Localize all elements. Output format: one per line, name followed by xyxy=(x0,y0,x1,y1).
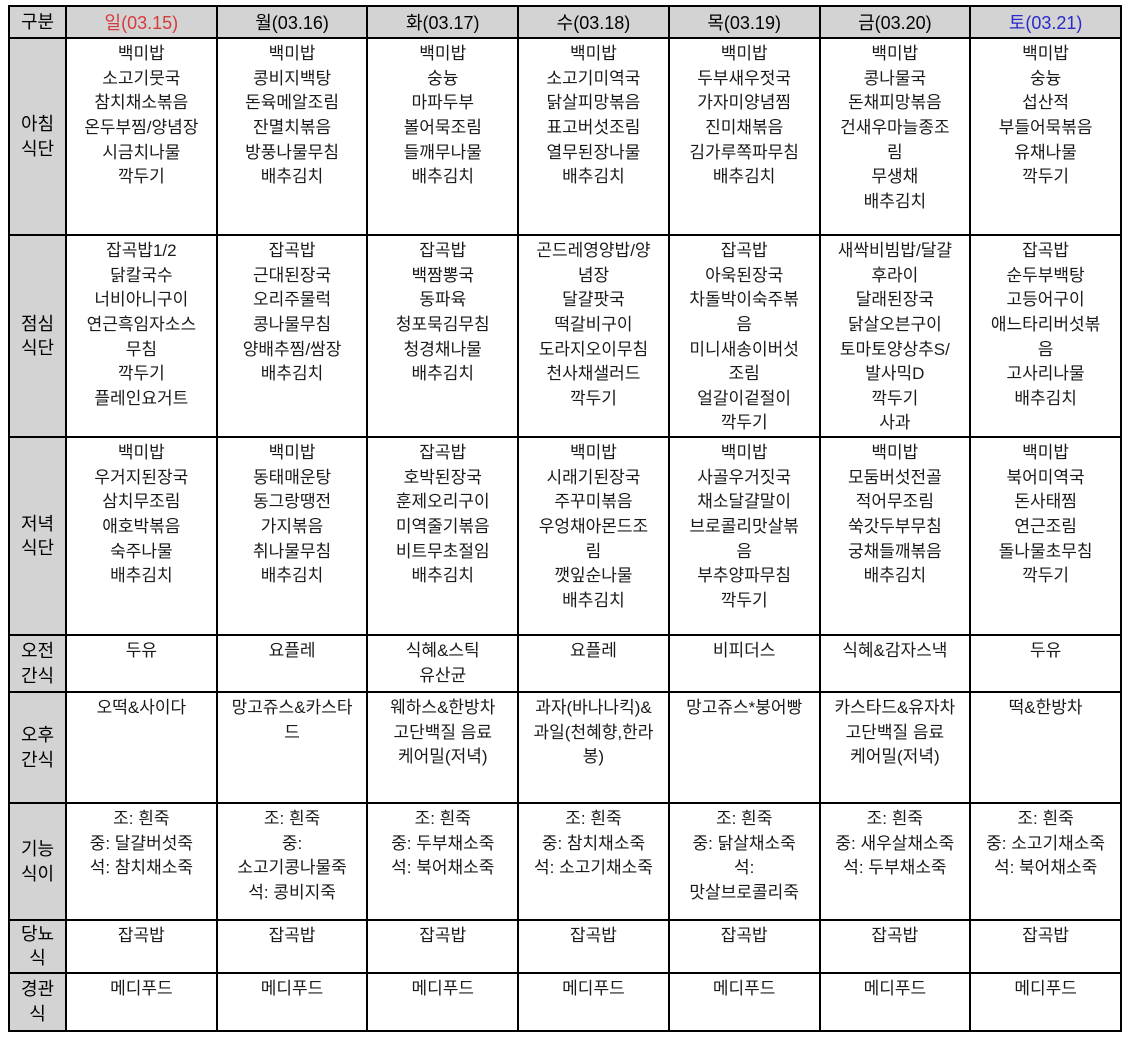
cell-lunch-mon: 잡곡밥 근대된장국 오리주물럭 콩나물무침 양배추찜/쌈장 배추김치 xyxy=(215,233,369,439)
cell-tube-thu: 메디푸드 xyxy=(667,971,821,1032)
row-label-tube-feeding: 경관 식 xyxy=(8,971,67,1032)
lunch-row: 점심 식단 잡곡밥1/2 닭칼국수 너비아니구이 연근흑임자소스 무침 깍두기 … xyxy=(8,233,1122,439)
cell-lunch-tue: 잡곡밥 백짬뽕국 동파육 청포묵김무침 청경채나물 배추김치 xyxy=(366,233,520,439)
cell-lunch-sat: 잡곡밥 순두부백탕 고등어구이 애느타리버섯볶 음 고사리나물 배추김치 xyxy=(969,233,1122,439)
cell-func-wed: 조: 흰죽 중: 참치채소죽 석: 소고기채소죽 xyxy=(517,802,670,922)
cell-breakfast-mon: 백미밥 콩비지백탕 돈육메알조림 잔멸치볶음 방풍나물무침 배추김치 xyxy=(215,37,369,236)
cell-dinner-thu: 백미밥 사골우거짓국 채소달걀말이 브로콜리맛살볶 음 부추양파무침 깍두기 xyxy=(667,436,821,637)
cell-func-sun: 조: 흰죽 중: 달걀버섯죽 석: 참치채소죽 xyxy=(65,802,218,922)
cell-pmsnack-sat: 떡&한방차 xyxy=(969,691,1122,805)
cell-amsnack-thu: 비피더스 xyxy=(667,634,821,694)
row-label-lunch: 점심 식단 xyxy=(8,233,67,439)
cell-lunch-sun: 잡곡밥1/2 닭칼국수 너비아니구이 연근흑임자소스 무침 깍두기 플레인요거트 xyxy=(65,233,218,439)
row-label-breakfast: 아침 식단 xyxy=(8,37,67,236)
weekly-meal-table: 구분 일(03.15) 월(03.16) 화(03.17) 수(03.18) 목… xyxy=(8,5,1122,1032)
cell-dinner-tue: 잡곡밥 호박된장국 훈제오리구이 미역줄기볶음 비트무초절임 배추김치 xyxy=(366,436,520,637)
cell-dinner-sat: 백미밥 북어미역국 돈사태찜 연근조림 돌나물초무침 깍두기 xyxy=(969,436,1122,637)
cell-diab-thu: 잡곡밥 xyxy=(667,919,821,974)
header-sunday: 일(03.15) xyxy=(65,5,218,39)
cell-breakfast-sat: 백미밥 숭늉 섭산적 부들어묵볶음 유채나물 깍두기 xyxy=(969,37,1122,236)
header-thursday: 목(03.19) xyxy=(667,5,821,39)
cell-diab-wed: 잡곡밥 xyxy=(517,919,670,974)
cell-diab-tue: 잡곡밥 xyxy=(366,919,520,974)
cell-func-mon: 조: 흰죽 중: 소고기콩나물죽 석: 콩비지죽 xyxy=(215,802,369,922)
cell-lunch-thu: 잡곡밥 아욱된장국 차돌박이숙주볶 음 미니새송이버섯 조림 얼갈이겉절이 깍두… xyxy=(667,233,821,439)
cell-amsnack-fri: 식혜&감자스낵 xyxy=(818,634,972,694)
cell-pmsnack-mon: 망고쥬스&카스타 드 xyxy=(215,691,369,805)
cell-tube-fri: 메디푸드 xyxy=(818,971,972,1032)
cell-diab-mon: 잡곡밥 xyxy=(215,919,369,974)
functional-diet-row: 기능 식이 조: 흰죽 중: 달걀버섯죽 석: 참치채소죽 조: 흰죽 중: 소… xyxy=(8,802,1122,922)
afternoon-snack-row: 오후 간식 오떡&사이다 망고쥬스&카스타 드 웨하스&한방차 고단백질 음료 … xyxy=(8,691,1122,805)
cell-dinner-wed: 백미밥 시래기된장국 주꾸미볶음 우엉채아몬드조 림 깻잎순나물 배추김치 xyxy=(517,436,670,637)
row-label-afternoon-snack: 오후 간식 xyxy=(8,691,67,805)
cell-pmsnack-wed: 과자(바나나킥)& 과일(천혜향,한라 봉) xyxy=(517,691,670,805)
cell-breakfast-fri: 백미밥 콩나물국 돈채피망볶음 건새우마늘종조 림 무생채 배추김치 xyxy=(818,37,972,236)
cell-amsnack-wed: 요플레 xyxy=(517,634,670,694)
cell-dinner-fri: 백미밥 모둠버섯전골 적어무조림 쑥갓두부무침 궁채들깨볶음 배추김치 xyxy=(818,436,972,637)
row-label-functional-diet: 기능 식이 xyxy=(8,802,67,922)
row-label-morning-snack: 오전 간식 xyxy=(8,634,67,694)
cell-func-thu: 조: 흰죽 중: 닭살채소죽 석: 맛살브로콜리죽 xyxy=(667,802,821,922)
cell-tube-mon: 메디푸드 xyxy=(215,971,369,1032)
header-tuesday: 화(03.17) xyxy=(366,5,520,39)
cell-pmsnack-tue: 웨하스&한방차 고단백질 음료 케어밀(저녁) xyxy=(366,691,520,805)
cell-tube-tue: 메디푸드 xyxy=(366,971,520,1032)
cell-tube-wed: 메디푸드 xyxy=(517,971,670,1032)
tube-feeding-row: 경관 식 메디푸드 메디푸드 메디푸드 메디푸드 메디푸드 메디푸드 메디푸드 xyxy=(8,971,1122,1032)
cell-diab-sun: 잡곡밥 xyxy=(65,919,218,974)
cell-diab-fri: 잡곡밥 xyxy=(818,919,972,974)
header-row: 구분 일(03.15) 월(03.16) 화(03.17) 수(03.18) 목… xyxy=(8,5,1122,39)
cell-tube-sun: 메디푸드 xyxy=(65,971,218,1032)
cell-lunch-wed: 곤드레영양밥/양 념장 달걀팟국 떡갈비구이 도라지오이무침 천사채샐러드 깍두… xyxy=(517,233,670,439)
cell-breakfast-wed: 백미밥 소고기미역국 닭살피망볶음 표고버섯조림 열무된장나물 배추김치 xyxy=(517,37,670,236)
breakfast-row: 아침 식단 백미밥 소고기뭇국 참치채소볶음 온두부찜/양념장 시금치나물 깍두… xyxy=(8,37,1122,236)
cell-breakfast-sun: 백미밥 소고기뭇국 참치채소볶음 온두부찜/양념장 시금치나물 깍두기 xyxy=(65,37,218,236)
cell-dinner-sun: 백미밥 우거지된장국 삼치무조림 애호박볶음 숙주나물 배추김치 xyxy=(65,436,218,637)
cell-func-sat: 조: 흰죽 중: 소고기채소죽 석: 북어채소죽 xyxy=(969,802,1122,922)
cell-amsnack-sun: 두유 xyxy=(65,634,218,694)
cell-func-fri: 조: 흰죽 중: 새우살채소죽 석: 두부채소죽 xyxy=(818,802,972,922)
corner-header: 구분 xyxy=(8,5,67,39)
row-label-diabetic-meal: 당뇨 식 xyxy=(8,919,67,974)
cell-pmsnack-thu: 망고쥬스*붕어빵 xyxy=(667,691,821,805)
header-wednesday: 수(03.18) xyxy=(517,5,670,39)
cell-breakfast-thu: 백미밥 두부새우젓국 가자미양념찜 진미채볶음 김가루쪽파무침 배추김치 xyxy=(667,37,821,236)
diabetic-meal-row: 당뇨 식 잡곡밥 잡곡밥 잡곡밥 잡곡밥 잡곡밥 잡곡밥 잡곡밥 xyxy=(8,919,1122,974)
cell-breakfast-tue: 백미밥 숭늉 마파두부 볼어묵조림 들깨무나물 배추김치 xyxy=(366,37,520,236)
cell-amsnack-mon: 요플레 xyxy=(215,634,369,694)
cell-diab-sat: 잡곡밥 xyxy=(969,919,1122,974)
morning-snack-row: 오전 간식 두유 요플레 식혜&스틱 유산균 요플레 비피더스 식혜&감자스낵 … xyxy=(8,634,1122,694)
dinner-row: 저녁 식단 백미밥 우거지된장국 삼치무조림 애호박볶음 숙주나물 배추김치 백… xyxy=(8,436,1122,637)
cell-tube-sat: 메디푸드 xyxy=(969,971,1122,1032)
cell-dinner-mon: 백미밥 동태매운탕 동그랑땡전 가지볶음 취나물무침 배추김치 xyxy=(215,436,369,637)
cell-amsnack-tue: 식혜&스틱 유산균 xyxy=(366,634,520,694)
header-saturday: 토(03.21) xyxy=(969,5,1122,39)
row-label-dinner: 저녁 식단 xyxy=(8,436,67,637)
cell-lunch-fri: 새싹비빔밥/달걀 후라이 달래된장국 닭살오븐구이 토마토양상추S/ 발사믹D … xyxy=(818,233,972,439)
header-monday: 월(03.16) xyxy=(215,5,369,39)
cell-func-tue: 조: 흰죽 중: 두부채소죽 석: 북어채소죽 xyxy=(366,802,520,922)
cell-pmsnack-fri: 카스타드&유자차 고단백질 음료 케어밀(저녁) xyxy=(818,691,972,805)
cell-amsnack-sat: 두유 xyxy=(969,634,1122,694)
header-friday: 금(03.20) xyxy=(818,5,972,39)
cell-pmsnack-sun: 오떡&사이다 xyxy=(65,691,218,805)
